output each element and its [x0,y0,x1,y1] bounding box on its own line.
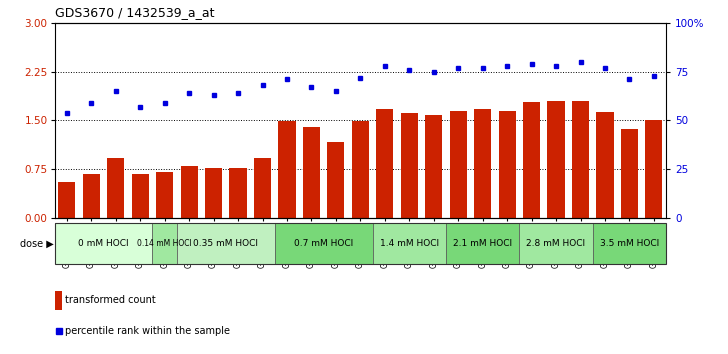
Bar [425,115,443,218]
Text: percentile rank within the sample: percentile rank within the sample [66,326,230,336]
Bar [352,121,369,218]
Bar [177,223,274,264]
Bar [446,223,519,264]
Text: 0.7 mM HOCl: 0.7 mM HOCl [294,239,353,248]
Text: dose ▶: dose ▶ [20,238,54,249]
Bar [572,101,589,218]
Text: 0.35 mM HOCl: 0.35 mM HOCl [194,239,258,248]
Bar [205,168,222,218]
Bar [373,223,446,264]
Bar [328,142,344,218]
Bar [547,101,565,218]
Text: 1.4 mM HOCl: 1.4 mM HOCl [380,239,439,248]
Bar [621,129,638,218]
Bar [107,158,124,218]
Text: 0.14 mM HOCl: 0.14 mM HOCl [138,239,192,248]
Bar [152,223,177,264]
Text: 3.5 mM HOCl: 3.5 mM HOCl [600,239,659,248]
Bar [523,102,540,218]
Bar [274,223,373,264]
Bar [156,172,173,218]
Bar [55,291,62,310]
Bar [519,223,593,264]
Text: GDS3670 / 1432539_a_at: GDS3670 / 1432539_a_at [55,6,214,19]
Text: transformed count: transformed count [66,295,156,306]
Bar [596,112,614,218]
Bar [593,223,666,264]
Bar [254,158,271,218]
Text: 2.1 mM HOCl: 2.1 mM HOCl [453,239,513,248]
Bar [499,110,515,218]
Bar [55,223,152,264]
Bar [278,121,296,218]
Bar [58,182,76,218]
Text: 2.8 mM HOCl: 2.8 mM HOCl [526,239,585,248]
Bar [83,173,100,218]
Bar [474,109,491,218]
Bar [303,127,320,218]
Bar [645,120,662,218]
Bar [132,173,149,218]
Text: 0 mM HOCl: 0 mM HOCl [78,239,129,248]
Bar [400,113,418,218]
Bar [181,166,198,218]
Bar [376,109,393,218]
Bar [229,168,247,218]
Bar [450,110,467,218]
